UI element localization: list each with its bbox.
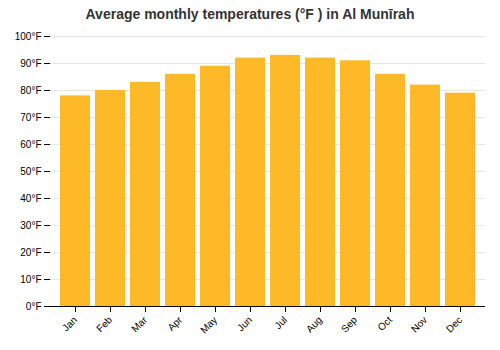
svg-text:100°F: 100°F	[15, 31, 42, 42]
svg-text:90°F: 90°F	[20, 58, 41, 69]
svg-text:0°F: 0°F	[26, 301, 42, 312]
svg-text:Dec: Dec	[444, 314, 464, 334]
svg-text:Aug: Aug	[304, 314, 324, 334]
svg-text:Sep: Sep	[339, 314, 360, 335]
svg-text:May: May	[198, 314, 219, 335]
svg-text:60°F: 60°F	[20, 139, 41, 150]
html-text:Average monthly temperatures (: Average monthly temperatures (°F ) in Al…	[85, 6, 415, 22]
svg-text:70°F: 70°F	[20, 112, 41, 123]
svg-text:80°F: 80°F	[20, 85, 41, 96]
svg-text:40°F: 40°F	[20, 193, 41, 204]
svg-text:Jan: Jan	[60, 314, 79, 333]
svg-text:Nov: Nov	[409, 314, 429, 334]
svg-text:Apr: Apr	[165, 314, 184, 333]
svg-text:10°F: 10°F	[20, 274, 41, 285]
svg-text:Mar: Mar	[129, 314, 149, 334]
svg-text:Jun: Jun	[235, 314, 254, 333]
svg-text:Feb: Feb	[94, 314, 114, 334]
svg-text:Oct: Oct	[375, 314, 394, 333]
svg-text:20°F: 20°F	[20, 247, 41, 258]
svg-text:Jul: Jul	[272, 314, 289, 331]
svg-text:30°F: 30°F	[20, 220, 41, 231]
svg-text:50°F: 50°F	[20, 166, 41, 177]
